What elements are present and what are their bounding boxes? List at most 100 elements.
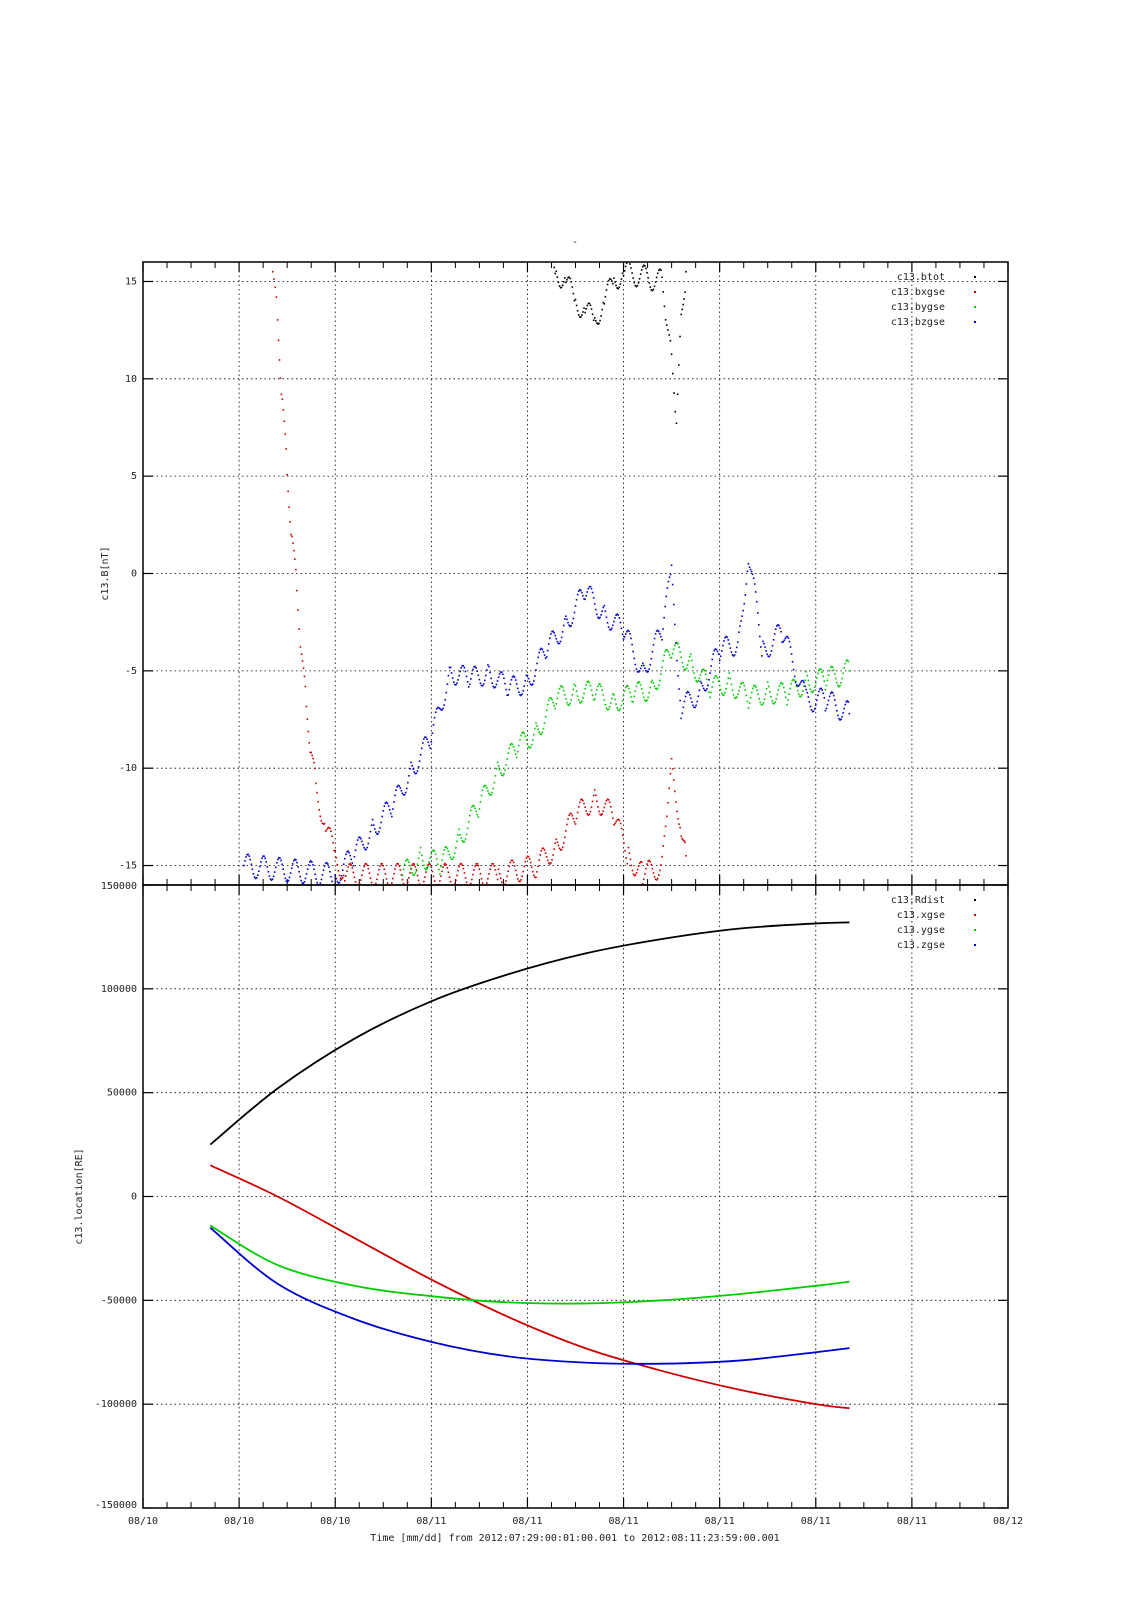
data-point (290, 533, 292, 536)
data-point (715, 648, 718, 651)
data-point (243, 864, 245, 867)
data-point (660, 635, 662, 638)
data-point (596, 322, 598, 324)
data-point (806, 691, 809, 694)
data-point (497, 676, 500, 678)
data-point (525, 674, 528, 677)
data-point (833, 699, 836, 701)
data-point (733, 654, 736, 656)
data-point (598, 322, 600, 325)
data-point (447, 850, 450, 852)
data-point (431, 732, 434, 734)
legend-label: c13.btot (897, 272, 945, 283)
data-point (735, 696, 738, 698)
data-point (748, 702, 751, 704)
data-point (646, 863, 648, 865)
data-point (448, 853, 451, 856)
data-point (831, 692, 834, 694)
data-point (620, 278, 623, 280)
data-point (833, 673, 836, 675)
data-point (778, 685, 781, 687)
data-point (474, 865, 476, 867)
data-point (754, 591, 757, 593)
data-point (389, 886, 391, 888)
data-point (249, 858, 252, 861)
data-point (261, 857, 263, 859)
data-point (533, 874, 535, 877)
data-point (656, 272, 659, 275)
data-point (458, 828, 460, 831)
data-point (662, 291, 665, 293)
data-point (753, 583, 756, 585)
data-point (484, 674, 487, 677)
data-point (683, 298, 685, 300)
data-point (770, 695, 772, 698)
data-point (567, 621, 569, 624)
data-point (726, 682, 728, 685)
data-point (618, 709, 621, 712)
data-point (455, 684, 457, 686)
data-point (596, 689, 598, 691)
data-point (263, 855, 265, 858)
data-point (542, 847, 545, 850)
data-point (637, 671, 640, 673)
data-point (348, 863, 350, 866)
data-point (817, 694, 819, 697)
data-point (660, 269, 662, 272)
data-point (479, 873, 482, 875)
data-point (324, 830, 327, 833)
data-point (816, 699, 818, 702)
data-point (772, 638, 775, 641)
legend-label: c13.Rdist (891, 895, 945, 906)
data-point (245, 856, 247, 858)
data-point (651, 867, 654, 870)
data-point (693, 706, 695, 709)
data-point (621, 272, 624, 275)
data-point (489, 671, 491, 674)
data-point (623, 270, 626, 272)
y-tick-label: -50000 (101, 1295, 137, 1306)
data-point (722, 694, 724, 696)
data-point (411, 765, 413, 767)
data-point (466, 681, 469, 683)
data-point (644, 699, 646, 701)
data-point (627, 629, 629, 632)
data-point (456, 682, 458, 684)
data-point (301, 882, 304, 884)
data-point (410, 761, 412, 764)
data-point (622, 638, 625, 640)
data-point (552, 854, 554, 856)
data-point (305, 705, 308, 708)
data-point (726, 636, 728, 639)
data-point (459, 670, 461, 673)
legend-label: c13.ygse (897, 925, 945, 936)
data-point (498, 673, 501, 675)
data-point (829, 692, 832, 695)
data-point (665, 649, 668, 651)
data-point (609, 629, 612, 631)
data-point (400, 789, 403, 792)
data-point (616, 287, 618, 289)
data-point (777, 623, 779, 626)
y-tick-label: -15 (119, 861, 137, 872)
data-point (712, 681, 715, 683)
data-point (682, 665, 685, 668)
data-point (692, 704, 694, 707)
data-point (501, 881, 503, 884)
data-point (300, 879, 303, 882)
data-point (484, 785, 487, 787)
data-point (639, 667, 642, 670)
data-point (569, 702, 571, 705)
data-point (782, 686, 785, 689)
data-point (271, 270, 274, 273)
data-point (403, 793, 406, 796)
data-point (560, 848, 563, 851)
data-point (452, 681, 455, 683)
data-point (409, 864, 411, 867)
data-point (678, 646, 680, 648)
data-point (244, 860, 246, 862)
data-point (574, 605, 577, 607)
data-point (477, 674, 480, 677)
data-point (273, 278, 275, 280)
data-point (474, 807, 476, 810)
